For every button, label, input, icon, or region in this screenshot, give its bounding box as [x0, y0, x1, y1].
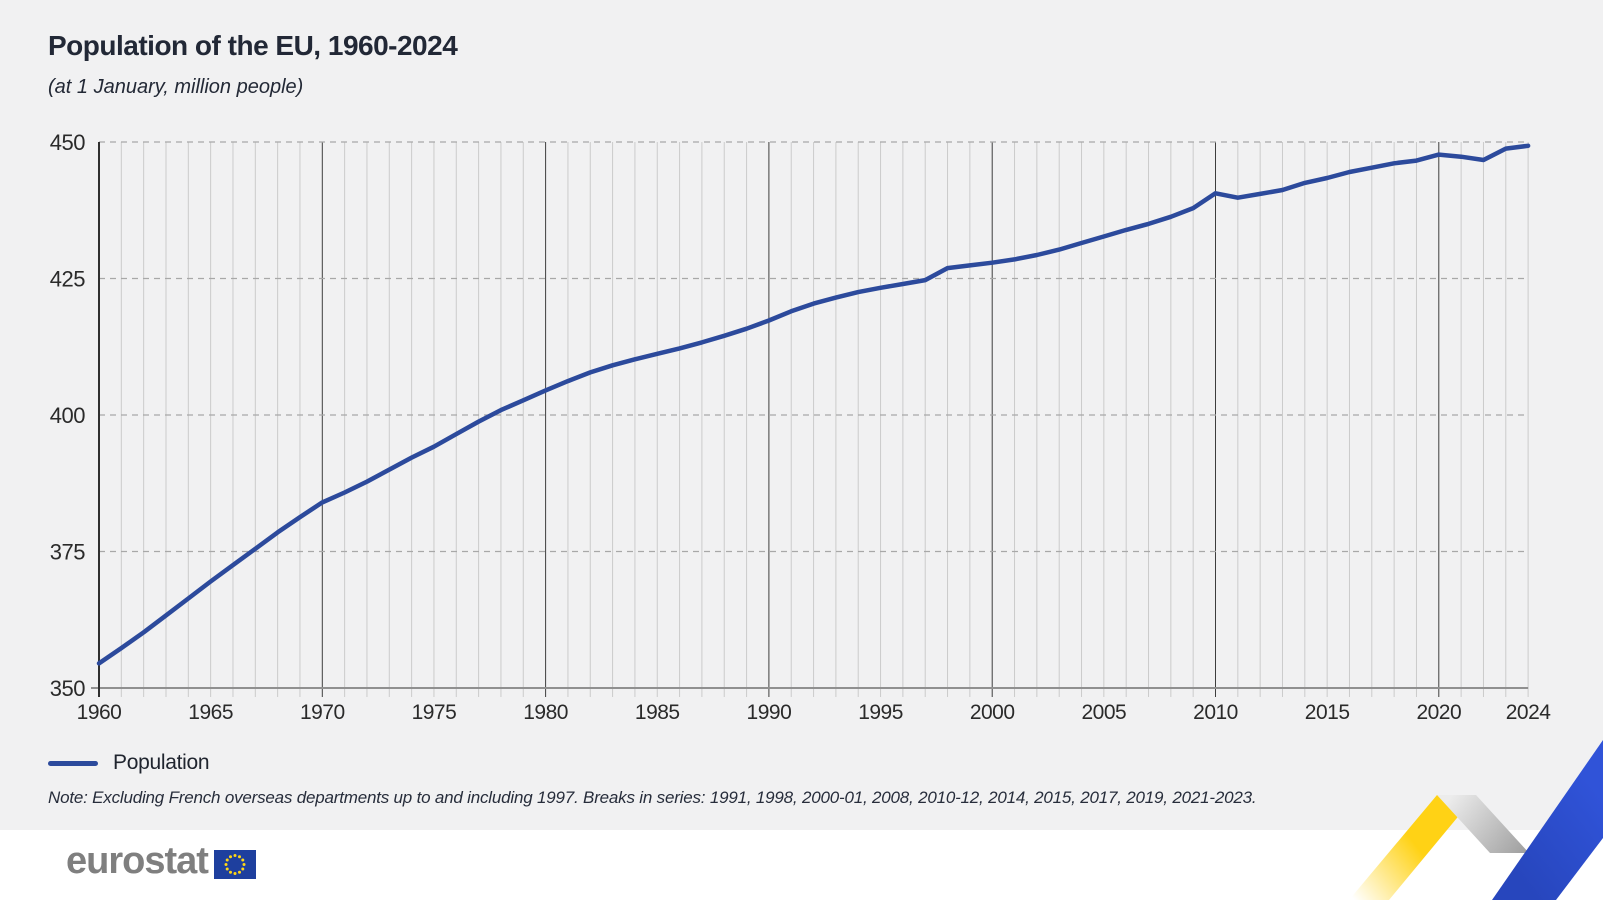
y-tick-label: 425	[50, 267, 85, 292]
y-tick-label: 350	[50, 676, 85, 701]
x-tick-label: 2015	[1305, 701, 1350, 724]
x-tick-label: 1960	[77, 701, 122, 724]
x-tick-label: 2000	[970, 701, 1015, 724]
x-tick-label: 2020	[1416, 701, 1461, 724]
x-tick-label: 1980	[523, 701, 568, 724]
footnote: Note: Excluding French overseas departme…	[48, 788, 1257, 807]
x-tick-label: 1985	[635, 701, 680, 724]
eurostat-logo: eurostat	[66, 840, 256, 883]
x-tick-label: 1965	[188, 701, 233, 724]
x-tick-label: 2005	[1081, 701, 1126, 724]
x-tick-label: 1970	[300, 701, 345, 724]
eu-flag-icon	[213, 850, 256, 879]
population-line-chart: 350 375 400 425 450 1960 1965 1970 1975 1980 1985 1…	[50, 130, 1552, 724]
x-tick-label: 2024	[1506, 701, 1552, 724]
legend-line-swatch	[48, 760, 98, 766]
population-line	[96, 143, 1531, 666]
y-tick-label: 400	[50, 403, 85, 428]
chart-subtitle: (at 1 January, million people)	[48, 76, 304, 98]
y-tick-label: 375	[50, 540, 85, 565]
eurostat-logo-text: eurostat	[66, 840, 209, 882]
x-tick-label: 1995	[858, 701, 903, 724]
x-tick-label: 1975	[412, 701, 457, 724]
y-tick-label: 450	[50, 130, 85, 155]
legend-label: Population	[113, 751, 210, 774]
x-tick-label: 1990	[747, 701, 792, 724]
chart-title: Population of the EU, 1960-2024	[48, 30, 458, 61]
footer-bar	[0, 830, 1603, 900]
x-tick-label: 2010	[1193, 701, 1238, 724]
legend: Population	[48, 751, 210, 775]
